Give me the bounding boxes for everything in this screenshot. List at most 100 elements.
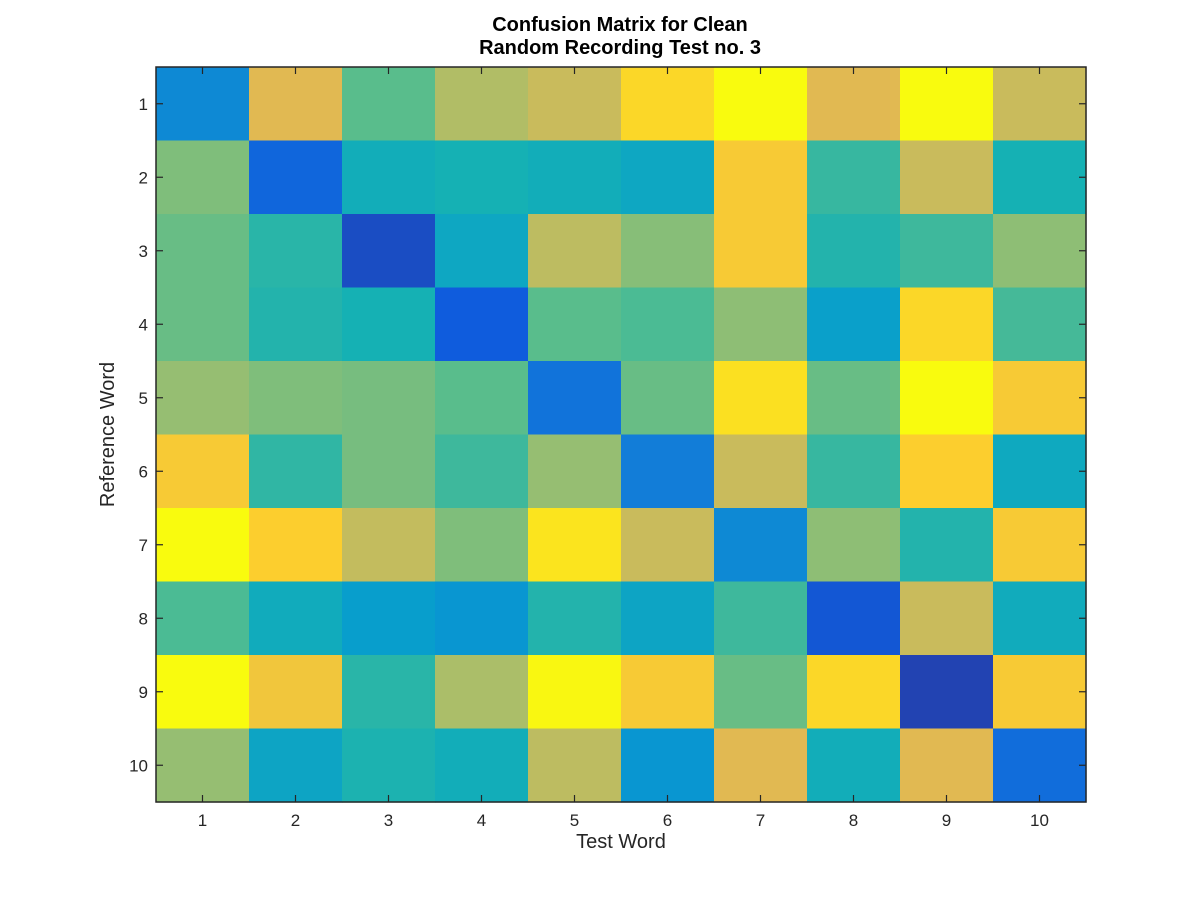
heatmap-cell-r9-c10 [993,655,1087,730]
y-tick-label-3: 3 [139,242,148,261]
heatmap-cell-r5-c1 [156,361,250,436]
x-tick-label-5: 5 [570,811,579,830]
heatmap-cell-r9-c3 [342,655,436,730]
y-tick-label-2: 2 [139,168,148,187]
heatmap-cells [156,67,1087,803]
heatmap-cell-r8-c1 [156,581,250,656]
heatmap-cell-r6-c4 [435,434,529,509]
y-tick-label-4: 4 [139,315,148,334]
heatmap-cell-r4-c9 [900,287,994,362]
heatmap-cell-r7-c8 [807,508,901,583]
heatmap-cell-r8-c9 [900,581,994,656]
heatmap-cell-r2-c1 [156,140,250,215]
heatmap-cell-r2-c10 [993,140,1087,215]
heatmap-cell-r2-c8 [807,140,901,215]
x-tick-label-3: 3 [384,811,393,830]
heatmap-cell-r3-c10 [993,214,1087,289]
heatmap-cell-r9-c8 [807,655,901,730]
heatmap-cell-r5-c3 [342,361,436,436]
heatmap-cell-r6-c2 [249,434,343,509]
heatmap-cell-r10-c5 [528,728,622,803]
heatmap-cell-r1-c2 [249,67,343,142]
heatmap-cell-r1-c3 [342,67,436,142]
heatmap-cell-r6-c7 [714,434,808,509]
plot-frame [155,66,1087,803]
heatmap-cell-r7-c7 [714,508,808,583]
tick-labels: 1 2 3 4 5 6 7 8 9 10 1 2 3 4 5 6 7 8 9 10 [129,95,1049,830]
heatmap-cell-r8-c3 [342,581,436,656]
heatmap-cell-r7-c2 [249,508,343,583]
heatmap-cell-r5-c9 [900,361,994,436]
y-tick-label-5: 5 [139,389,148,408]
heatmap-cell-r2-c7 [714,140,808,215]
heatmap-cell-r9-c2 [249,655,343,730]
heatmap-cell-r3-c2 [249,214,343,289]
heatmap-cell-r7-c4 [435,508,529,583]
heatmap-cell-r3-c6 [621,214,715,289]
heatmap-cell-r5-c7 [714,361,808,436]
chart-title-line-1: Confusion Matrix for Clean [492,14,748,36]
heatmap-cell-r6-c6 [621,434,715,509]
heatmap-cell-r9-c1 [156,655,250,730]
x-tick-label-8: 8 [849,811,858,830]
heatmap-cell-r8-c8 [807,581,901,656]
heatmap-cell-r5-c4 [435,361,529,436]
y-tick-label-1: 1 [139,95,148,114]
heatmap-cell-r10-c7 [714,728,808,803]
heatmap-cell-r2-c3 [342,140,436,215]
heatmap-cell-r1-c10 [993,67,1087,142]
heatmap-cell-r3-c7 [714,214,808,289]
x-axis-label: Test Word [576,831,666,853]
heatmap-cell-r9-c6 [621,655,715,730]
heatmap-cell-r3-c4 [435,214,529,289]
heatmap-cell-r10-c10 [993,728,1087,803]
y-tick-label-6: 6 [139,462,148,481]
heatmap-cell-r5-c5 [528,361,622,436]
heatmap-cell-r10-c2 [249,728,343,803]
heatmap-cell-r6-c5 [528,434,622,509]
y-tick-label-9: 9 [139,683,148,702]
heatmap-cell-r3-c9 [900,214,994,289]
x-tick-label-6: 6 [663,811,672,830]
y-tick-label-8: 8 [139,609,148,628]
heatmap-cell-r1-c9 [900,67,994,142]
heatmap-cell-r6-c8 [807,434,901,509]
heatmap-cell-r10-c6 [621,728,715,803]
heatmap-cell-r7-c6 [621,508,715,583]
y-tick-label-10: 10 [129,756,148,775]
heatmap-cell-r7-c10 [993,508,1087,583]
heatmap-cell-r8-c10 [993,581,1087,656]
heatmap-cell-r8-c4 [435,581,529,656]
heatmap-cell-r4-c6 [621,287,715,362]
x-tick-label-1: 1 [198,811,207,830]
heatmap-cell-r1-c7 [714,67,808,142]
heatmap-cell-r5-c8 [807,361,901,436]
heatmap-cell-r8-c7 [714,581,808,656]
heatmap-cell-r7-c5 [528,508,622,583]
heatmap-cell-r2-c6 [621,140,715,215]
heatmap-cell-r2-c2 [249,140,343,215]
heatmap-cell-r4-c8 [807,287,901,362]
heatmap-cell-r7-c3 [342,508,436,583]
heatmap-cell-r6-c3 [342,434,436,509]
heatmap-cell-r4-c10 [993,287,1087,362]
heatmap-cell-r4-c2 [249,287,343,362]
x-tick-label-2: 2 [291,811,300,830]
heatmap-cell-r5-c10 [993,361,1087,436]
heatmap-cell-r4-c3 [342,287,436,362]
heatmap-cell-r6-c10 [993,434,1087,509]
heatmap-cell-r9-c5 [528,655,622,730]
heatmap-cell-r10-c1 [156,728,250,803]
heatmap-cell-r7-c1 [156,508,250,583]
heatmap-cell-r4-c4 [435,287,529,362]
heatmap-cell-r4-c7 [714,287,808,362]
heatmap-cell-r8-c6 [621,581,715,656]
x-tick-label-7: 7 [756,811,765,830]
x-tick-label-10: 10 [1030,811,1049,830]
heatmap-cell-r6-c1 [156,434,250,509]
heatmap-cell-r9-c9 [900,655,994,730]
heatmap-cell-r1-c4 [435,67,529,142]
heatmap-cell-r3-c5 [528,214,622,289]
heatmap-cell-r10-c9 [900,728,994,803]
